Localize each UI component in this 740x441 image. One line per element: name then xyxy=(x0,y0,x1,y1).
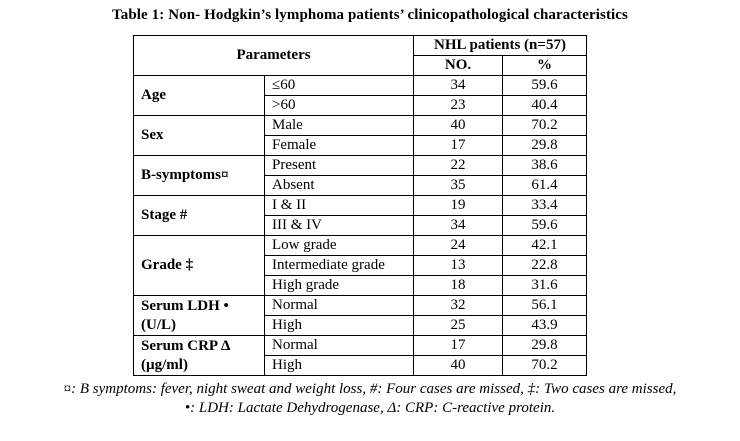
category-label: Sex xyxy=(141,127,164,143)
table-footnote: ¤: B symptoms: fever, night sweat and we… xyxy=(0,380,740,418)
subcategory-cell: Normal xyxy=(264,295,414,316)
subcategory-cell: Low grade xyxy=(264,235,414,256)
subcategory-cell: Intermediate grade xyxy=(264,255,414,276)
category-label: Age xyxy=(141,87,166,103)
percent-cell: 70.2 xyxy=(502,115,587,136)
count-cell: 34 xyxy=(413,215,503,236)
count-cell: 23 xyxy=(413,95,503,116)
count-cell: 13 xyxy=(413,255,503,276)
count-cell: 40 xyxy=(413,115,503,136)
category-cell-sex: Sex xyxy=(133,115,265,156)
table-row: Absent 35 61.4 xyxy=(134,175,587,196)
percent-cell: 59.6 xyxy=(502,215,587,236)
count-cell: 35 xyxy=(413,175,503,196)
count-cell: 17 xyxy=(413,135,503,156)
col-header-percent: % xyxy=(502,55,587,76)
subcategory-cell: Absent xyxy=(264,175,414,196)
subcategory-cell: Male xyxy=(264,115,414,136)
col-header-parameters: Parameters xyxy=(133,35,414,76)
category-label: Serum CRP Δ xyxy=(141,337,231,354)
percent-cell: 61.4 xyxy=(502,175,587,196)
count-cell: 19 xyxy=(413,195,503,216)
subcategory-cell: >60 xyxy=(264,95,414,116)
subcategory-cell: ≤60 xyxy=(264,75,414,96)
table-row: High 40 70.2 xyxy=(134,355,587,376)
category-label: Stage # xyxy=(141,207,188,223)
table-row: Sex Male 40 70.2 xyxy=(133,115,587,156)
table-row: High 25 43.9 xyxy=(134,315,587,336)
subcategory-cell: High xyxy=(264,355,414,376)
percent-cell: 70.2 xyxy=(502,355,587,376)
count-cell: 22 xyxy=(413,155,503,176)
table-row: Grade ‡ Low grade 24 42.1 xyxy=(133,235,587,296)
percent-cell: 29.8 xyxy=(502,335,587,356)
percent-cell: 38.6 xyxy=(502,155,587,176)
col-header-nhl-patients: NHL patients (n=57) xyxy=(413,35,587,56)
count-cell: 18 xyxy=(413,275,503,296)
percent-cell: 29.8 xyxy=(502,135,587,156)
percent-cell: 56.1 xyxy=(502,295,587,316)
page-title: Table 1: Non- Hodgkin’s lymphoma patient… xyxy=(112,7,628,23)
percent-cell: 31.6 xyxy=(502,275,587,296)
header-row-1: Parameters NHL patients (n=57) xyxy=(133,35,587,76)
category-label-unit: (µg/ml) xyxy=(141,356,188,373)
table-row: Age ≤60 34 59.6 xyxy=(133,75,587,116)
category-label: Serum LDH • xyxy=(141,297,229,314)
table-row: Stage # I & II 19 33.4 xyxy=(133,195,587,236)
count-cell: 32 xyxy=(413,295,503,316)
category-cell-age: Age xyxy=(133,75,265,116)
subcategory-cell: III & IV xyxy=(264,215,414,236)
count-cell: 34 xyxy=(413,75,503,96)
count-cell: 40 xyxy=(413,355,503,376)
clinicopathological-table: Parameters NHL patients (n=57) NO. % Age… xyxy=(133,35,587,376)
table-row: Serum LDH • (U/L) Normal 32 56.1 xyxy=(133,295,587,336)
subcategory-cell: Female xyxy=(264,135,414,156)
percent-cell: 40.4 xyxy=(502,95,587,116)
subcategory-cell: Normal xyxy=(264,335,414,356)
subcategory-cell: High grade xyxy=(264,275,414,296)
table-row: High grade 18 31.6 xyxy=(134,275,587,296)
table-row: Serum CRP Δ (µg/ml) Normal 17 29.8 xyxy=(133,335,587,376)
footnote-line-1: ¤: B symptoms: fever, night sweat and we… xyxy=(63,381,677,397)
col-header-no: NO. xyxy=(413,55,503,76)
footnote-line-2: •: LDH: Lactate Dehydrogenase, Δ: CRP: C… xyxy=(184,400,556,416)
count-cell: 17 xyxy=(413,335,503,356)
category-cell-grade: Grade ‡ xyxy=(133,235,265,296)
category-label: Grade ‡ xyxy=(141,257,194,273)
count-cell: 24 xyxy=(413,235,503,256)
category-cell-b-symptoms: B-symptoms¤ xyxy=(133,155,265,196)
subcategory-cell: High xyxy=(264,315,414,336)
percent-cell: 59.6 xyxy=(502,75,587,96)
percent-cell: 42.1 xyxy=(502,235,587,256)
percent-cell: 22.8 xyxy=(502,255,587,276)
table-row: B-symptoms¤ Present 22 38.6 xyxy=(133,155,587,196)
category-cell-serum-ldh: Serum LDH • (U/L) xyxy=(133,295,265,336)
subcategory-cell: Present xyxy=(264,155,414,176)
category-label: B-symptoms¤ xyxy=(141,167,229,183)
percent-cell: 33.4 xyxy=(502,195,587,216)
percent-cell: 43.9 xyxy=(502,315,587,336)
table-row: Intermediate grade 13 22.8 xyxy=(134,255,587,276)
count-cell: 25 xyxy=(413,315,503,336)
category-cell-stage: Stage # xyxy=(133,195,265,236)
category-label-unit: (U/L) xyxy=(141,316,176,333)
category-cell-serum-crp: Serum CRP Δ (µg/ml) xyxy=(133,335,265,376)
subcategory-cell: I & II xyxy=(264,195,414,216)
